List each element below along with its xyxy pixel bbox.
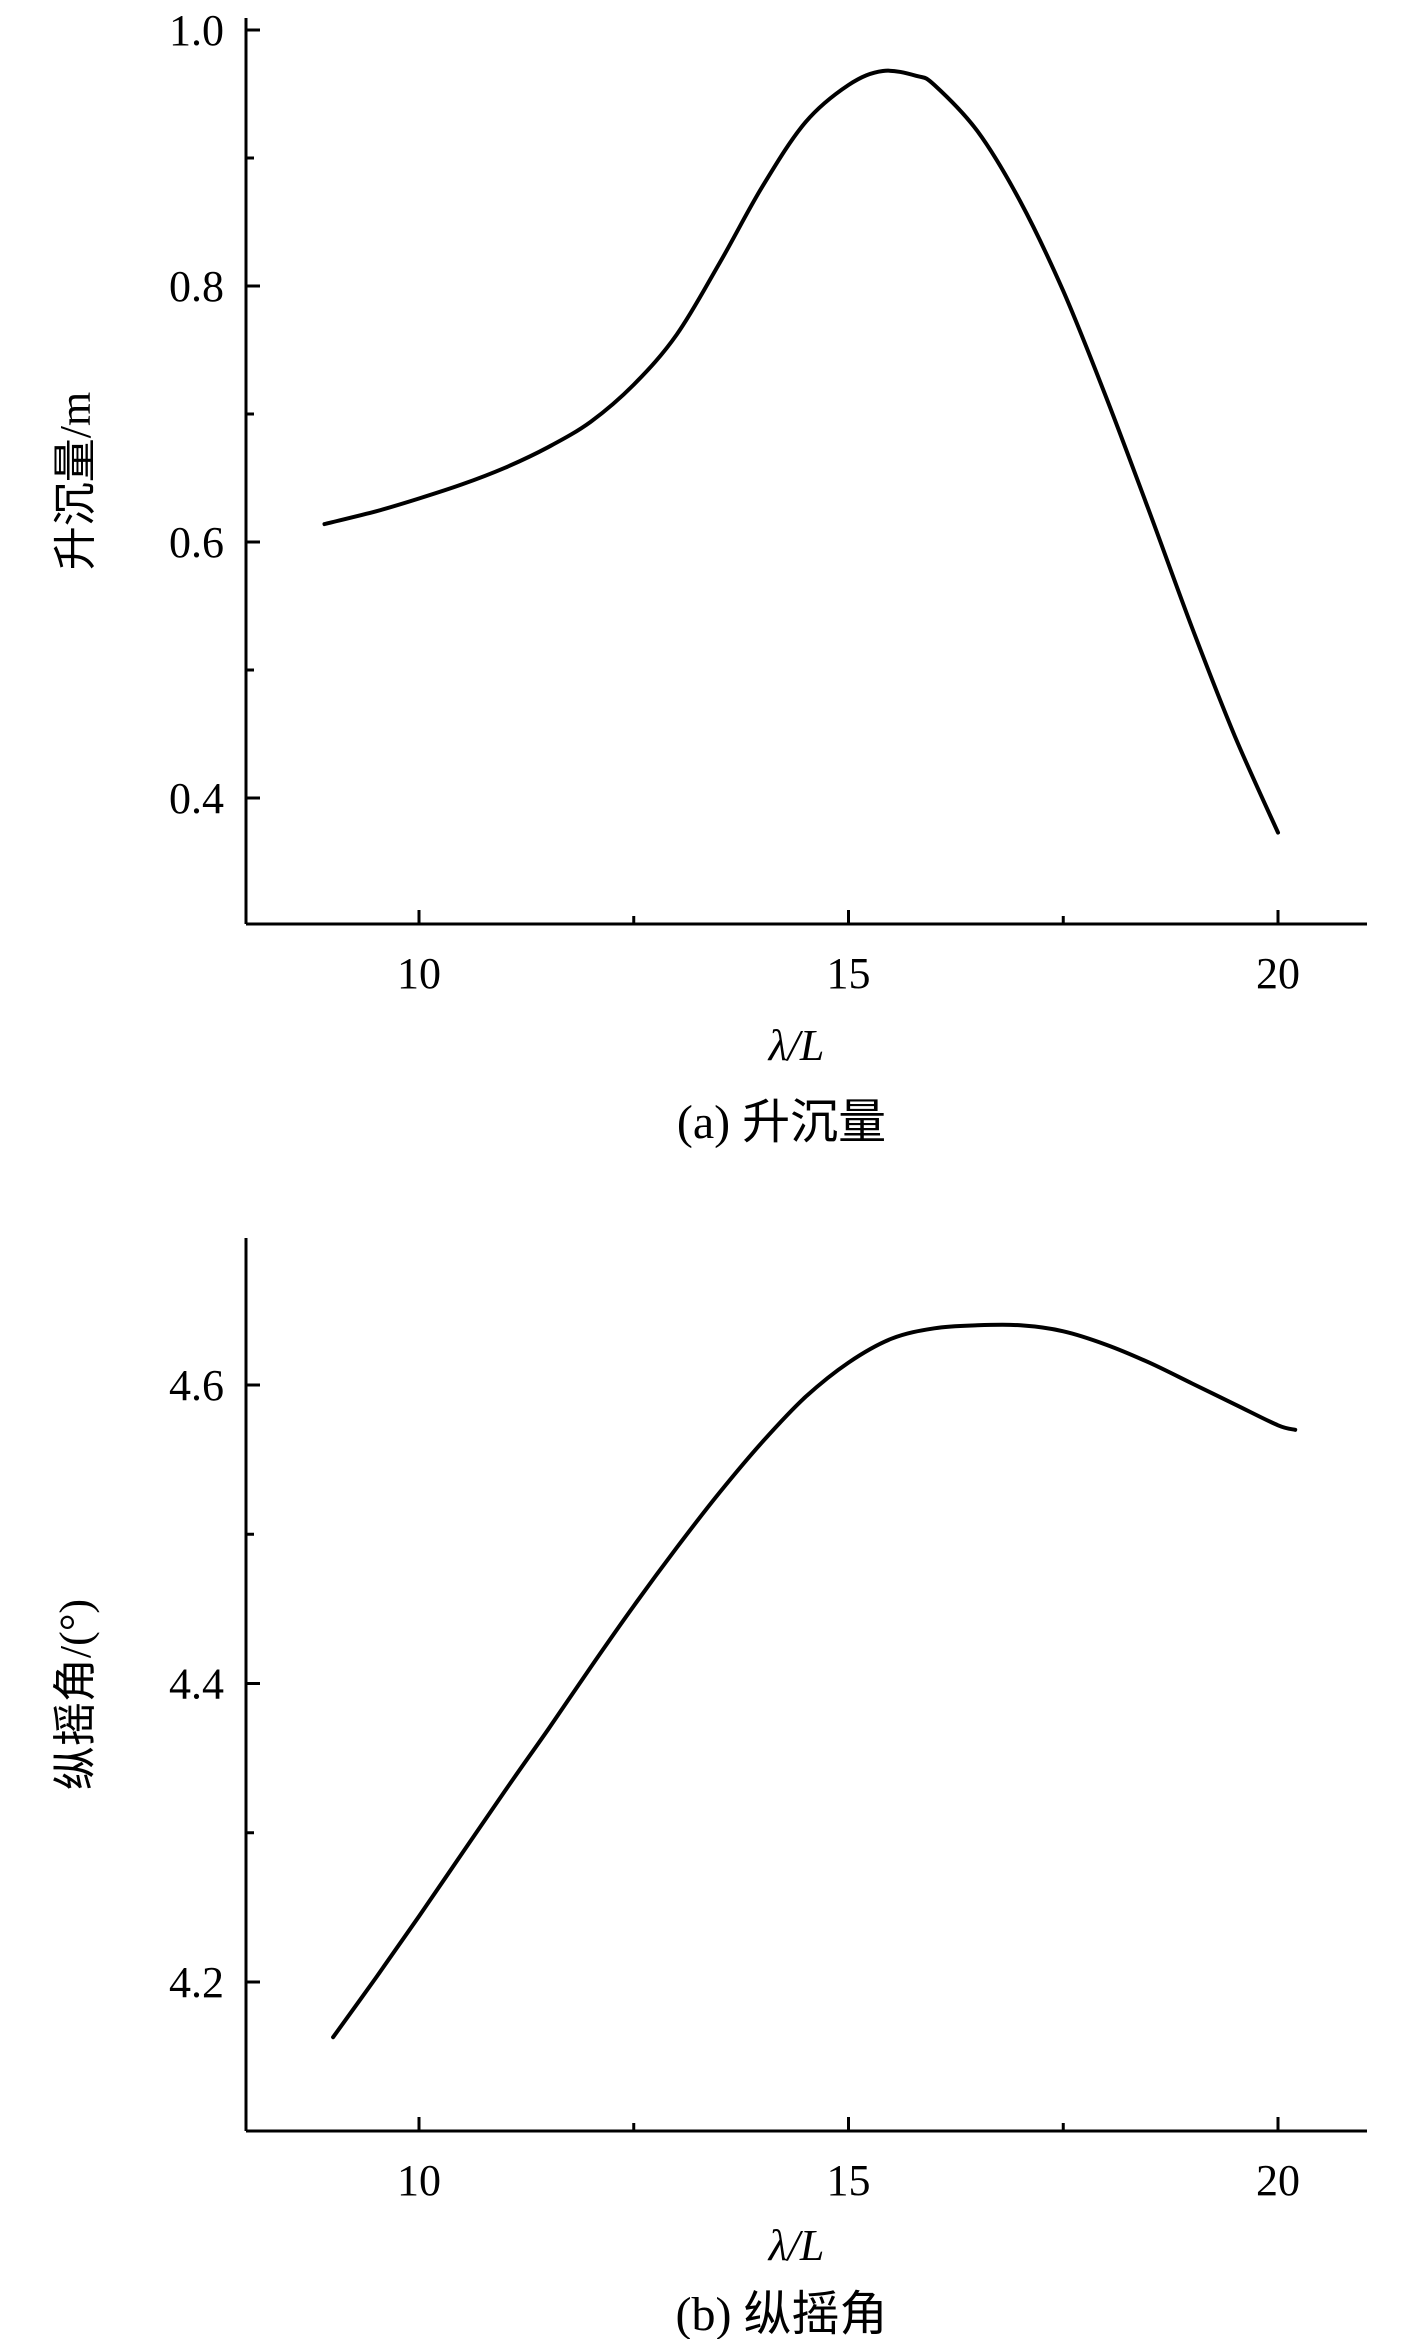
chart-panel-a: 10 15 20 0.4 0.6 0.8 1.0 λ/L 升沉量/m (a) 升沉量 bbox=[51, 6, 1367, 1149]
x-tick-label: 20 bbox=[1256, 2156, 1300, 2205]
series-line bbox=[331, 1322, 1298, 2040]
x-tick-label: 20 bbox=[1256, 949, 1300, 998]
y-tick-label: 1.0 bbox=[169, 6, 224, 55]
y-tick-label: 0.4 bbox=[169, 774, 224, 823]
figure-caption: (a) 升沉量 bbox=[677, 1096, 886, 1149]
y-tick-label: 4.6 bbox=[169, 1361, 224, 1410]
y-tick-label: 4.2 bbox=[169, 1958, 224, 2007]
x-tick-label: 15 bbox=[827, 949, 871, 998]
y-axis-title: 升沉量/m bbox=[51, 392, 100, 570]
x-tick-label: 15 bbox=[827, 2156, 871, 2205]
x-tick-label: 10 bbox=[397, 2156, 441, 2205]
y-tick-label: 4.4 bbox=[169, 1660, 224, 1709]
series-line bbox=[322, 68, 1280, 835]
x-axis-title: λ/L bbox=[767, 1021, 825, 1070]
y-axis-title: 纵摇角/(°) bbox=[51, 1599, 100, 1790]
x-axis-title: λ/L bbox=[767, 2221, 825, 2270]
x-tick-label: 10 bbox=[397, 949, 441, 998]
figure-caption: (b) 纵摇角 bbox=[676, 2288, 888, 2339]
chart-panel-b: 10 15 20 4.2 4.4 4.6 λ/L 纵摇角/(°) (b) 纵摇角 bbox=[51, 1238, 1367, 2339]
y-tick-label: 0.8 bbox=[169, 262, 224, 311]
y-tick-label: 0.6 bbox=[169, 518, 224, 567]
